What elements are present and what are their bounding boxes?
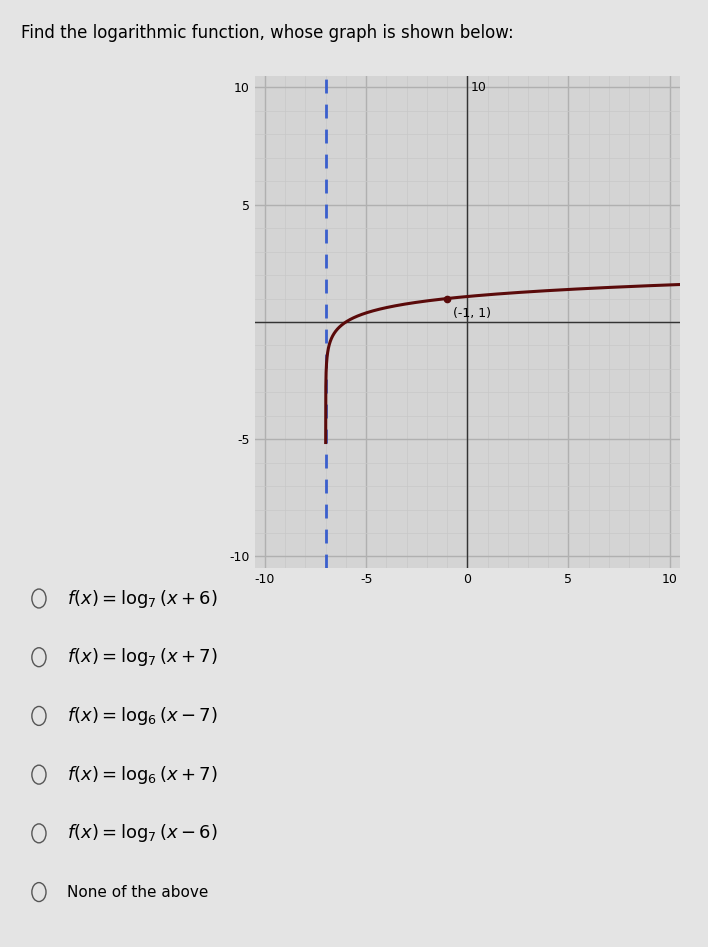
Text: $f(x) = \log_7(x + 6)$: $f(x) = \log_7(x + 6)$ xyxy=(67,587,218,610)
Text: $f(x) = \log_7(x - 6)$: $f(x) = \log_7(x - 6)$ xyxy=(67,822,218,845)
Text: $f(x) = \log_6(x + 7)$: $f(x) = \log_6(x + 7)$ xyxy=(67,763,218,786)
Text: $f(x) = \log_6(x - 7)$: $f(x) = \log_6(x - 7)$ xyxy=(67,705,218,727)
Text: 10: 10 xyxy=(470,81,486,94)
Text: (-1, 1): (-1, 1) xyxy=(453,307,491,320)
Text: $f(x) = \log_7(x + 7)$: $f(x) = \log_7(x + 7)$ xyxy=(67,646,218,669)
Text: None of the above: None of the above xyxy=(67,884,209,900)
Text: Find the logarithmic function, whose graph is shown below:: Find the logarithmic function, whose gra… xyxy=(21,24,514,42)
